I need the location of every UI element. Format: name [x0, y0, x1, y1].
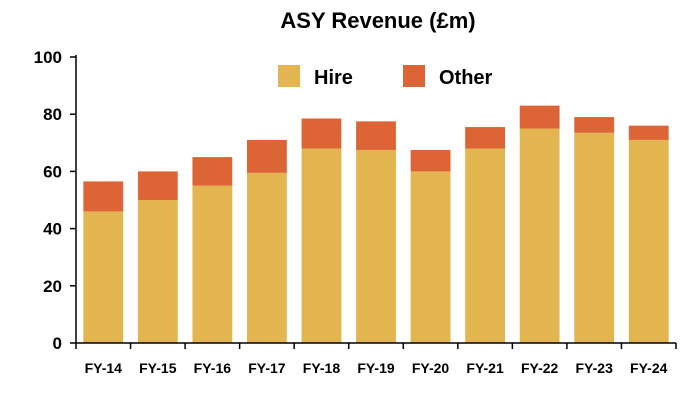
x-tick-label: FY-17 — [248, 360, 286, 376]
bars-group — [83, 105, 669, 343]
bar-other-fy-23 — [574, 117, 615, 133]
legend-label-hire: Hire — [314, 67, 353, 89]
y-axis: 0 20 40 60 80 100 — [34, 48, 77, 353]
legend-label-other: Other — [439, 67, 493, 89]
chart-title: ASY Revenue (£m) — [280, 8, 475, 33]
x-tick-label: FY-16 — [194, 360, 232, 376]
x-tick-label: FY-14 — [85, 360, 123, 376]
bar-other-fy-14 — [83, 181, 124, 212]
x-tick-label: FY-22 — [521, 360, 559, 376]
x-axis: FY-14 FY-15 FY-16 FY-17 FY-18 FY-19 FY-20 FY-21… — [75, 342, 677, 376]
y-tick-label: 40 — [43, 220, 62, 239]
x-tick-label: FY-15 — [139, 360, 177, 376]
bar-hire-fy-18 — [301, 148, 342, 343]
bar-other-fy-16 — [192, 157, 233, 186]
bar-other-fy-20 — [410, 149, 451, 172]
y-tick-label: 100 — [34, 48, 62, 67]
bar-other-fy-24 — [628, 125, 669, 140]
bar-hire-fy-14 — [83, 211, 124, 343]
x-tick-label: FY-20 — [412, 360, 450, 376]
x-tick-label: FY-21 — [466, 360, 504, 376]
bar-hire-fy-21 — [465, 148, 505, 343]
bar-hire-fy-15 — [137, 200, 178, 343]
y-tick-label: 20 — [43, 277, 62, 296]
bar-hire-fy-23 — [574, 132, 615, 343]
bar-other-fy-17 — [247, 139, 287, 173]
bar-hire-fy-17 — [247, 172, 287, 343]
legend-swatch-hire — [278, 65, 300, 87]
y-tick-label: 0 — [53, 334, 62, 353]
x-tick-label: FY-23 — [576, 360, 614, 376]
x-tick-label: FY-19 — [357, 360, 395, 376]
x-tick-label: FY-24 — [630, 360, 668, 376]
bar-other-fy-18 — [301, 118, 342, 149]
legend-swatch-other — [403, 65, 425, 87]
y-tick-label: 80 — [43, 105, 62, 124]
legend: Hire Other — [278, 65, 493, 89]
y-tick-label: 60 — [43, 162, 62, 181]
bar-hire-fy-16 — [192, 185, 233, 343]
bar-other-fy-22 — [519, 105, 560, 129]
bar-other-fy-19 — [356, 121, 396, 150]
bar-hire-fy-20 — [410, 171, 451, 343]
bar-other-fy-15 — [137, 171, 178, 200]
bar-hire-fy-22 — [519, 128, 560, 343]
bar-hire-fy-19 — [356, 149, 396, 343]
bar-hire-fy-24 — [628, 139, 669, 343]
x-tick-label: FY-18 — [303, 360, 341, 376]
bar-other-fy-21 — [465, 127, 505, 149]
